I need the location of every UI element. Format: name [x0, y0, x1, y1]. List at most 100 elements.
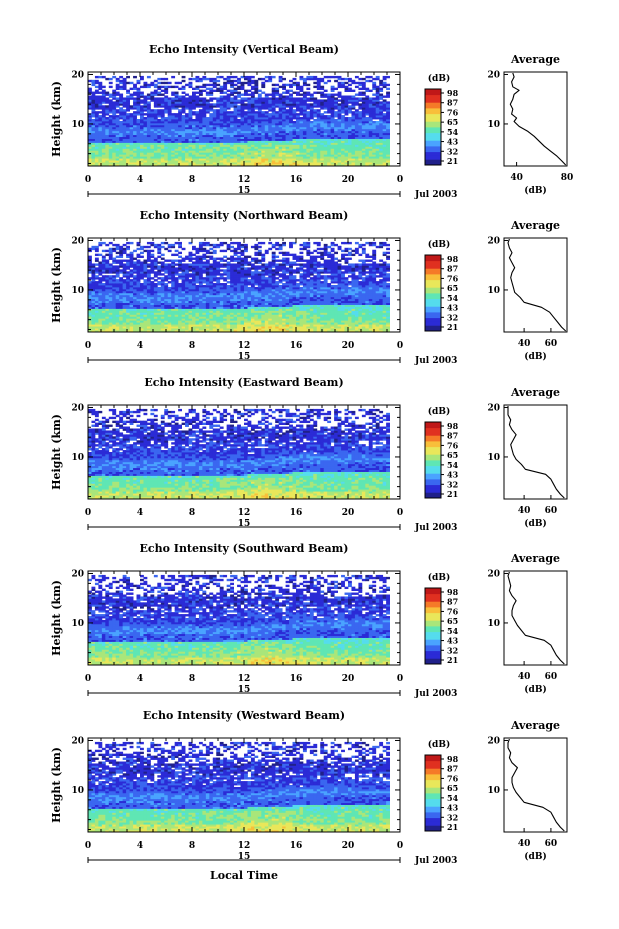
heatmap-cell	[185, 103, 189, 106]
heatmap-cell	[160, 261, 165, 264]
heatmap-cell	[205, 158, 210, 161]
heatmap-cell	[108, 247, 113, 251]
heatmap-cell	[299, 97, 304, 100]
heatmap-cell	[237, 109, 241, 112]
heatmap-cell	[289, 164, 293, 167]
heatmap-cell	[212, 164, 217, 167]
heatmap-cell	[254, 152, 259, 155]
heatmap-cell	[101, 150, 106, 153]
heatmap-cell	[330, 126, 335, 130]
heatmap-cell	[268, 128, 273, 132]
heatmap-cell	[361, 117, 366, 120]
heatmap-cell	[91, 130, 96, 134]
heatmap-cell	[344, 119, 349, 122]
heatmap-cell	[129, 241, 134, 245]
heatmap-cell	[153, 138, 158, 141]
heatmap-cell	[101, 146, 106, 149]
heatmap-cell	[108, 117, 113, 120]
colorbar-tick-label: 65	[447, 117, 458, 127]
heatmap-cell	[219, 132, 224, 136]
heatmap-cell	[361, 119, 366, 122]
heatmap-cell	[271, 150, 276, 153]
heatmap-cell	[119, 142, 124, 145]
heatmap-cell	[178, 99, 182, 102]
heatmap-cell	[101, 97, 106, 100]
heatmap-cell	[164, 154, 169, 157]
heatmap-cell	[198, 109, 203, 112]
heatmap-cell	[181, 144, 186, 147]
heatmap-cell	[171, 101, 176, 104]
heatmap-cell	[313, 128, 318, 132]
heatmap-cell	[296, 128, 300, 132]
heatmap-cell	[348, 154, 352, 157]
heatmap-cell	[334, 144, 338, 147]
heatmap-cell	[133, 117, 137, 120]
heatmap-cell	[185, 140, 189, 143]
heatmap-cell	[282, 101, 286, 104]
heatmap-cell	[198, 119, 203, 122]
heatmap-cell	[88, 130, 92, 134]
heatmap-cell	[164, 160, 169, 163]
heatmap-cell	[122, 140, 127, 143]
heatmap-cell	[146, 148, 151, 151]
heatmap-cell	[146, 85, 151, 89]
heatmap-cell	[226, 115, 231, 118]
heatmap-cell	[174, 263, 179, 266]
heatmap-cell	[181, 156, 186, 159]
heatmap-cell	[153, 243, 158, 247]
heatmap-cell	[358, 99, 363, 102]
heatmap-cell	[358, 120, 363, 124]
heatmap-cell	[268, 117, 273, 120]
heatmap-cell	[334, 103, 338, 106]
heatmap-cell	[122, 85, 127, 89]
heatmap-cell	[150, 93, 155, 96]
heatmap-cell	[140, 132, 144, 136]
heatmap-cell	[271, 93, 276, 96]
heatmap-cell	[212, 162, 217, 165]
heatmap-cell	[143, 126, 148, 130]
heatmap-cell	[348, 138, 352, 141]
heatmap-cell	[257, 93, 262, 96]
heatmap-cell	[365, 156, 370, 159]
heatmap-cell	[129, 142, 134, 145]
heatmap-cell	[178, 117, 182, 120]
heatmap-cell	[237, 148, 241, 151]
heatmap-cell	[91, 99, 96, 102]
heatmap-cell	[167, 140, 172, 143]
heatmap-cell	[171, 136, 176, 139]
heatmap-cell	[257, 97, 262, 100]
heatmap-cell	[223, 132, 228, 136]
heatmap-cell	[94, 162, 99, 165]
heatmap-cell	[209, 263, 214, 266]
heatmap-cell	[233, 134, 238, 138]
heatmap-cell	[98, 128, 103, 132]
heatmap-cell	[254, 89, 259, 92]
heatmap-cell	[309, 136, 314, 139]
heatmap-cell	[202, 117, 207, 120]
heatmap-cell	[358, 124, 363, 128]
heatmap-cell	[261, 146, 266, 149]
heatmap-cell	[216, 126, 221, 130]
heatmap-cell	[240, 126, 245, 130]
heatmap-cell	[171, 156, 176, 159]
heatmap-cell	[257, 132, 262, 136]
heatmap-cell	[316, 138, 321, 141]
heatmap-cell	[167, 97, 172, 100]
heatmap-cell	[119, 132, 124, 136]
heatmap-cell	[313, 111, 318, 114]
heatmap-cell	[344, 105, 349, 108]
heatmap-cell	[247, 124, 252, 128]
heatmap-cell	[205, 150, 210, 153]
heatmap-cell	[140, 134, 144, 138]
heatmap-cell	[226, 103, 231, 106]
heatmap-cell	[264, 107, 269, 110]
heatmap-cell	[101, 255, 106, 258]
heatmap-cell	[198, 89, 203, 92]
heatmap-cell	[143, 122, 148, 126]
x-tick-label: 16	[290, 175, 303, 185]
heatmap-cell	[348, 120, 352, 124]
heatmap-cell	[181, 263, 186, 266]
heatmap-cell	[334, 126, 338, 130]
heatmap-cell	[313, 130, 318, 134]
heatmap-cell	[88, 277, 92, 280]
